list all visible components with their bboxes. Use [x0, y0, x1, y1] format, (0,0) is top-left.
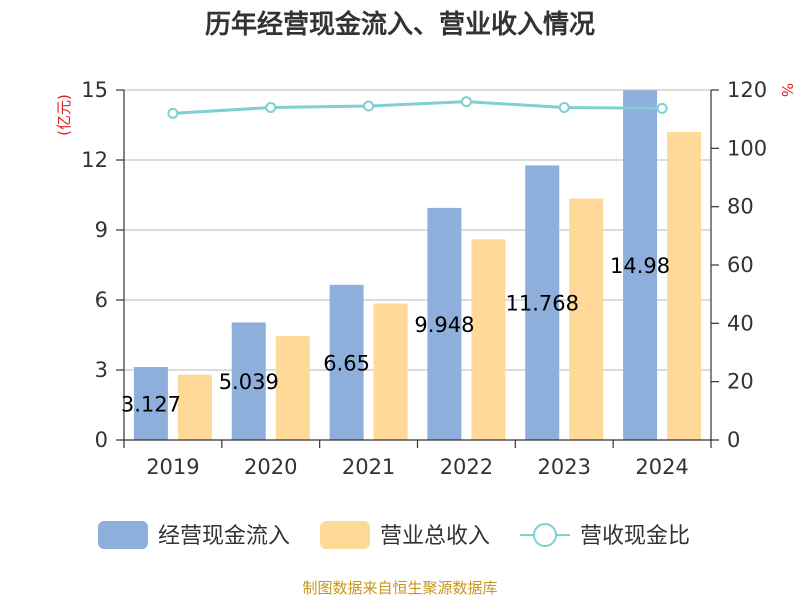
grid: [124, 89, 711, 371]
bar: [471, 239, 506, 440]
y-left-tick-label: 0: [95, 428, 108, 452]
data-labels: 3.127 5.039 6.65 9.948 11.768 14.98: [121, 254, 670, 416]
y-axis-right-label: %: [778, 83, 796, 97]
x-tick-label: 2020: [244, 455, 297, 479]
y-right-tick-label: 100: [727, 136, 767, 160]
line-point: [167, 107, 179, 119]
legend-label: 经营现金流入: [158, 524, 290, 549]
y-left-tick-label: 3: [95, 358, 108, 382]
legend-swatch: [320, 521, 370, 549]
y-right-tick-label: 120: [727, 78, 767, 102]
y-right-tick-label: 40: [727, 311, 754, 335]
y-left-tick-label: 6: [95, 288, 108, 312]
y-right-tick-label: 0: [727, 428, 740, 452]
x-tick-label: 2019: [146, 455, 199, 479]
line-point: [460, 96, 472, 108]
x-tick-label: 2021: [342, 455, 395, 479]
legend-swatch: [533, 523, 557, 547]
data-label: 14.98: [610, 254, 670, 278]
line-path: [172, 100, 663, 115]
x-tick-label: 2024: [635, 455, 688, 479]
bar: [231, 322, 266, 440]
bar: [525, 165, 560, 440]
data-label: 9.948: [414, 313, 474, 337]
x-tick-label: 2022: [440, 455, 493, 479]
legend-swatch: [98, 521, 148, 549]
y-left-tick-label: 12: [81, 148, 108, 172]
bar: [275, 336, 310, 440]
y-left-tick-label: 15: [81, 78, 108, 102]
y-left-tick-label: 9: [95, 218, 108, 242]
axes: 0 3 6 9 12 15 0 20 40 60 80 100 120 2019 2020 2021 2022 2…: [81, 78, 767, 479]
bar: [623, 90, 658, 440]
data-label: 3.127: [121, 393, 181, 417]
bar: [177, 374, 212, 440]
x-tick-label: 2023: [538, 455, 591, 479]
bar: [427, 207, 462, 440]
legend-label: 营业总收入: [380, 524, 490, 549]
bar: [667, 132, 702, 440]
bar: [329, 284, 364, 440]
line-point: [558, 102, 570, 113]
y-right-tick-label: 80: [727, 195, 754, 219]
legend-label: 营收现金比: [580, 524, 690, 549]
line-point: [265, 102, 277, 113]
data-label: 11.768: [506, 292, 579, 316]
y-right-tick-label: 60: [727, 253, 754, 277]
source-note: 制图数据来自恒生聚源数据库: [302, 579, 497, 597]
legend: 经营现金流入 营业总收入 营收现金比: [98, 521, 690, 549]
bar: [569, 198, 604, 440]
chart-title: 历年经营现金流入、营业收入情况: [205, 9, 595, 40]
bars: [133, 90, 702, 440]
data-label: 5.039: [219, 370, 279, 394]
data-label: 6.65: [323, 351, 370, 375]
y-right-tick-label: 20: [727, 370, 754, 394]
y-axis-left-label: (亿元): [55, 94, 73, 136]
line-point: [363, 100, 375, 112]
bar: [373, 303, 408, 440]
line-point: [656, 102, 668, 114]
line-series: [167, 96, 668, 119]
bar: [133, 367, 168, 440]
